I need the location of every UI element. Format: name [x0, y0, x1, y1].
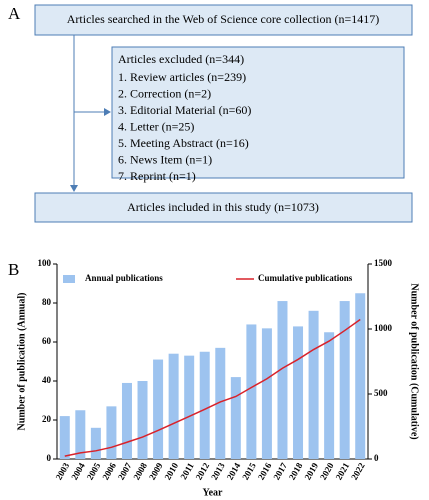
- x-tick-label: 2004: [69, 461, 87, 482]
- bar: [261, 328, 272, 459]
- bar: [137, 381, 148, 459]
- bar: [246, 324, 257, 459]
- bar: [324, 332, 335, 459]
- bar: [75, 410, 86, 459]
- x-tick-label: 2007: [116, 461, 134, 482]
- flow-text: 4. Letter (n=25): [118, 119, 194, 133]
- legend-label: Cumulative publications: [258, 273, 353, 283]
- y2-tick-label: 500: [374, 388, 388, 398]
- y-tick-label: 20: [42, 414, 52, 424]
- x-tick-label: 2020: [318, 461, 336, 482]
- y-tick-label: 100: [38, 258, 52, 268]
- flow-box: [111, 46, 405, 179]
- y-tick-label: 80: [42, 297, 52, 307]
- x-tick-label: 2008: [131, 461, 149, 482]
- x-tick-label: 2005: [85, 461, 103, 482]
- panel-label: A: [8, 4, 21, 23]
- line: [64, 318, 361, 457]
- y-tick-label: 0: [47, 453, 52, 463]
- flow-text: 7. Reprint (n=1): [118, 169, 196, 183]
- bar: [339, 301, 350, 459]
- bar: [230, 377, 241, 459]
- y2-tick-label: 0: [374, 453, 379, 463]
- x-tick-label: 2011: [178, 461, 196, 482]
- bar: [153, 359, 164, 459]
- x-tick-label: 2012: [194, 461, 212, 482]
- y2-tick-label: 1500: [374, 258, 393, 268]
- panel-label: B: [8, 260, 19, 279]
- excluded-list: Articles excluded (n=344) 1. Review artic…: [118, 52, 251, 183]
- flow-text: 1. Review articles (n=239): [118, 70, 246, 84]
- flow-box: [34, 4, 413, 36]
- x-tick-label: 2010: [162, 461, 180, 482]
- flow-text: 2. Correction (n=2): [118, 86, 211, 100]
- bar: [308, 310, 319, 459]
- x-tick-label: 2003: [54, 461, 72, 482]
- flow-text: Articles included in this study (n=1073): [127, 200, 319, 214]
- y2-tick-label: 1000: [374, 323, 393, 333]
- x-axis-title: Year: [203, 487, 224, 498]
- legend-label: Annual publications: [85, 273, 163, 283]
- bar: [121, 382, 132, 459]
- bar: [168, 353, 179, 459]
- y-axis-title: Number of publication (Annual): [16, 293, 27, 431]
- x-tick-label: 2017: [271, 461, 289, 482]
- bar: [355, 293, 366, 459]
- x-tick-label: 2015: [240, 461, 258, 482]
- bar: [184, 355, 195, 459]
- x-tick-label: 2022: [349, 461, 367, 482]
- bar: [277, 301, 288, 459]
- x-tick-label: 2006: [100, 461, 118, 482]
- y-tick-label: 60: [42, 336, 52, 346]
- x-tick-label: 2009: [147, 461, 165, 482]
- bar: [215, 347, 226, 459]
- y2-axis-title: Number of publication (Cumulative): [409, 283, 420, 439]
- x-tick-label: 2014: [225, 461, 243, 482]
- x-tick-label: 2013: [209, 461, 227, 482]
- x-tick-label: 2019: [302, 461, 320, 482]
- x-tick-label: 2021: [334, 461, 352, 482]
- bar: [199, 351, 210, 459]
- flow-text: Articles searched in the Web of Science …: [67, 12, 379, 26]
- bar: [293, 326, 304, 459]
- bar: [106, 406, 117, 459]
- x-tick-label: 2018: [287, 461, 305, 482]
- flow-box: [34, 192, 413, 223]
- arrowhead: [70, 185, 78, 192]
- flow-text: 3. Editorial Material (n=60): [118, 103, 251, 117]
- bar: [90, 427, 101, 459]
- legend-swatch: [63, 275, 75, 283]
- flow-text: 6. News Item (n=1): [118, 152, 212, 166]
- flow-text: Articles excluded (n=344): [118, 52, 244, 66]
- flow-text: 5. Meeting Abstract (n=16): [118, 136, 249, 150]
- y-tick-label: 40: [42, 375, 52, 385]
- bar: [59, 416, 70, 459]
- arrowhead: [104, 108, 111, 116]
- x-tick-label: 2016: [256, 461, 274, 482]
